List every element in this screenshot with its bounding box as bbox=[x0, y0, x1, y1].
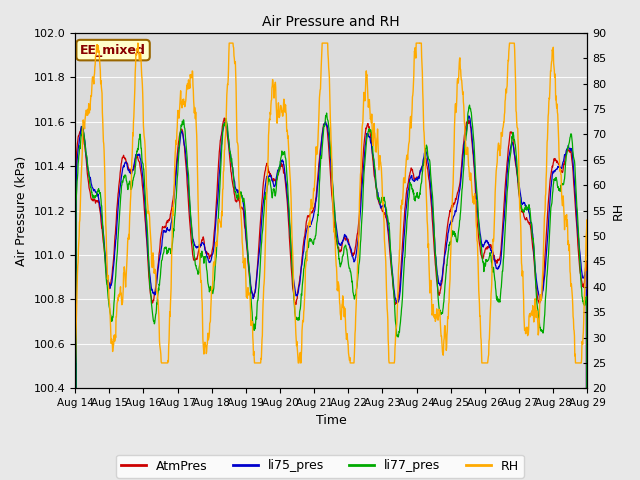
RH bbox=[363, 72, 371, 78]
li77_pres bbox=[466, 102, 474, 108]
Title: Air Pressure and RH: Air Pressure and RH bbox=[262, 15, 400, 29]
X-axis label: Time: Time bbox=[316, 414, 347, 427]
RH bbox=[111, 338, 118, 344]
li75_pres bbox=[111, 250, 118, 255]
Line: RH: RH bbox=[75, 43, 588, 363]
li77_pres bbox=[289, 268, 296, 274]
RH bbox=[71, 360, 79, 366]
li75_pres bbox=[465, 113, 473, 119]
li77_pres bbox=[132, 163, 140, 169]
li75_pres bbox=[289, 264, 296, 270]
Line: li75_pres: li75_pres bbox=[75, 116, 588, 480]
li75_pres bbox=[363, 132, 371, 138]
Legend: AtmPres, li75_pres, li77_pres, RH: AtmPres, li75_pres, li77_pres, RH bbox=[116, 455, 524, 478]
li75_pres bbox=[308, 218, 316, 224]
li77_pres bbox=[308, 240, 316, 245]
RH bbox=[132, 63, 140, 69]
AtmPres bbox=[221, 115, 228, 121]
li77_pres bbox=[300, 276, 307, 281]
AtmPres bbox=[132, 155, 140, 161]
li75_pres bbox=[132, 154, 140, 159]
AtmPres bbox=[363, 123, 371, 129]
Y-axis label: Air Pressure (kPa): Air Pressure (kPa) bbox=[15, 156, 28, 266]
Text: EE_mixed: EE_mixed bbox=[80, 44, 146, 57]
AtmPres bbox=[308, 208, 316, 214]
RH bbox=[225, 40, 233, 46]
RH bbox=[300, 319, 307, 324]
li75_pres bbox=[300, 252, 307, 257]
AtmPres bbox=[300, 242, 307, 248]
RH bbox=[308, 202, 316, 208]
Line: AtmPres: AtmPres bbox=[75, 118, 588, 480]
RH bbox=[584, 286, 591, 292]
li77_pres bbox=[111, 290, 118, 296]
li77_pres bbox=[363, 137, 371, 143]
AtmPres bbox=[289, 286, 296, 291]
RH bbox=[289, 252, 296, 258]
AtmPres bbox=[111, 239, 118, 244]
Y-axis label: RH: RH bbox=[612, 202, 625, 220]
Line: li77_pres: li77_pres bbox=[75, 105, 588, 480]
